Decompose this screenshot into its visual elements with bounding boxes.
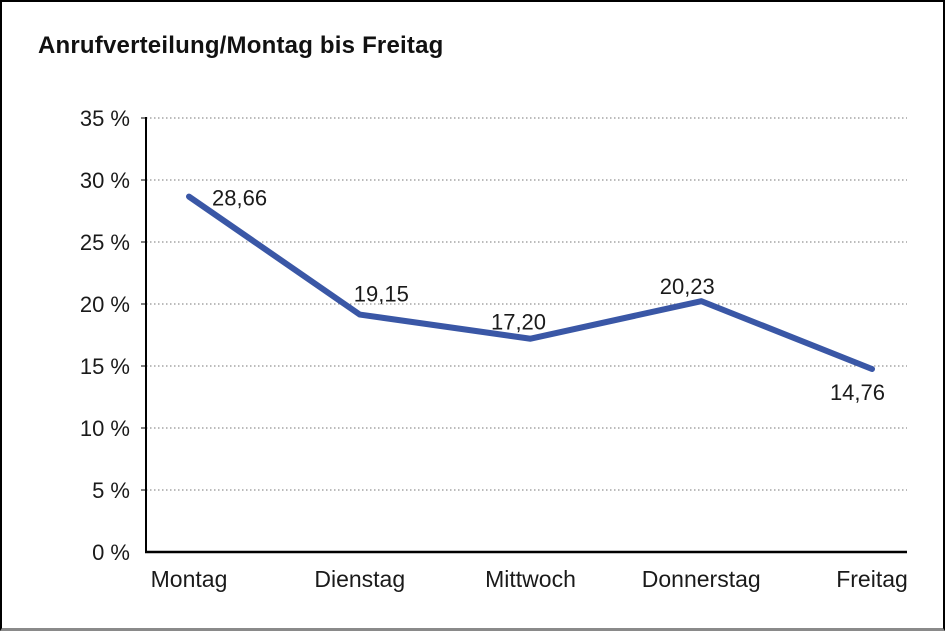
y-tick-label: 0 %	[92, 540, 130, 565]
y-tick-label: 35 %	[80, 106, 130, 131]
x-tick-label: Donnerstag	[642, 566, 761, 592]
data-point-label: 14,76	[830, 380, 885, 405]
y-tick-label: 10 %	[80, 416, 130, 441]
data-point-label: 17,20	[491, 310, 546, 335]
y-tick-label: 15 %	[80, 354, 130, 379]
data-point-label: 19,15	[354, 282, 409, 307]
x-tick-label: Montag	[151, 566, 228, 592]
data-point-label: 28,66	[212, 186, 267, 211]
x-tick-label: Dienstag	[314, 566, 405, 592]
chart-title: Anrufverteilung/Montag bis Freitag	[38, 32, 444, 59]
data-point-label: 20,23	[660, 274, 715, 299]
x-tick-label: Mittwoch	[485, 566, 576, 592]
y-tick-label: 25 %	[80, 230, 130, 255]
y-tick-label: 30 %	[80, 168, 130, 193]
y-tick-label: 5 %	[92, 478, 130, 503]
y-tick-label: 20 %	[80, 292, 130, 317]
x-tick-label: Freitag	[836, 566, 908, 592]
data-line	[186, 193, 875, 372]
